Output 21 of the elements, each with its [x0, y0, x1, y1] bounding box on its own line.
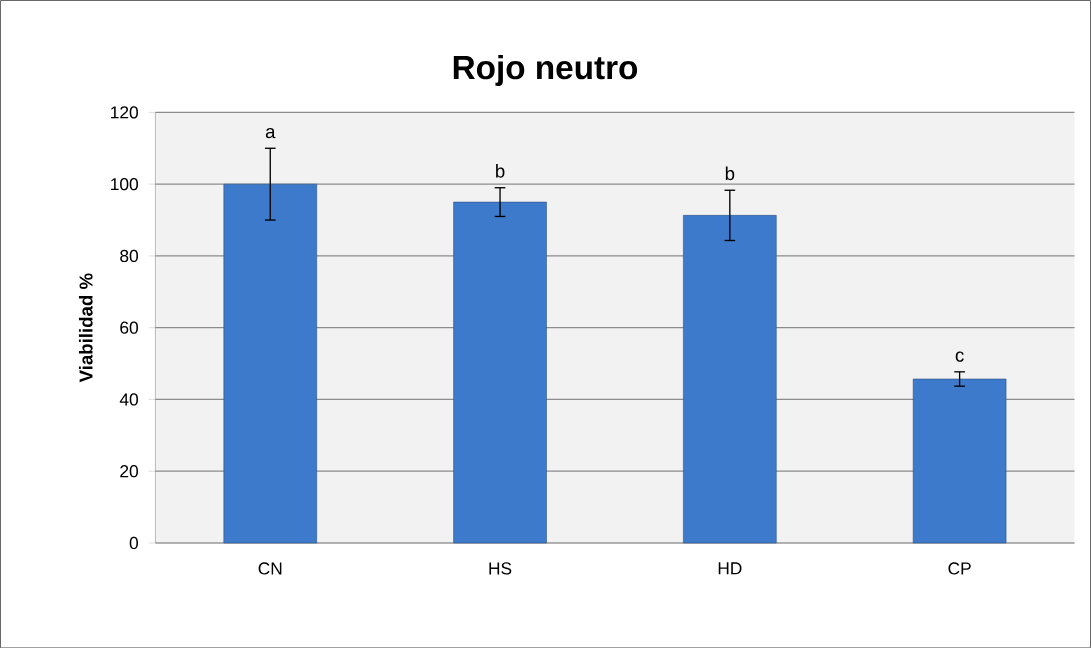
y-tick-label: 120	[111, 106, 138, 119]
y-tick-label: 100	[111, 177, 138, 191]
chart-title: Rojo neutro	[453, 54, 638, 86]
bar	[223, 183, 317, 544]
x-tick-label: HS	[489, 562, 512, 575]
y-tick-label: 40	[119, 393, 138, 406]
y-tick-label: 20	[120, 464, 138, 478]
bar	[453, 201, 547, 544]
bar	[912, 378, 1007, 544]
annotation: c	[955, 351, 964, 362]
x-tick-label: CP	[948, 562, 971, 575]
y-tick-label: 60	[120, 321, 138, 334]
y-tick-label: 80	[120, 249, 138, 262]
annotation: b	[496, 163, 505, 178]
bar	[683, 214, 777, 544]
x-tick-label: CN	[258, 562, 282, 575]
annotation: a	[265, 127, 276, 139]
x-tick-label: HD	[718, 562, 742, 575]
annotation: b	[725, 166, 735, 181]
y-tick-label: 0	[129, 536, 138, 549]
y-axis-title: Viabilidad %	[78, 273, 93, 383]
